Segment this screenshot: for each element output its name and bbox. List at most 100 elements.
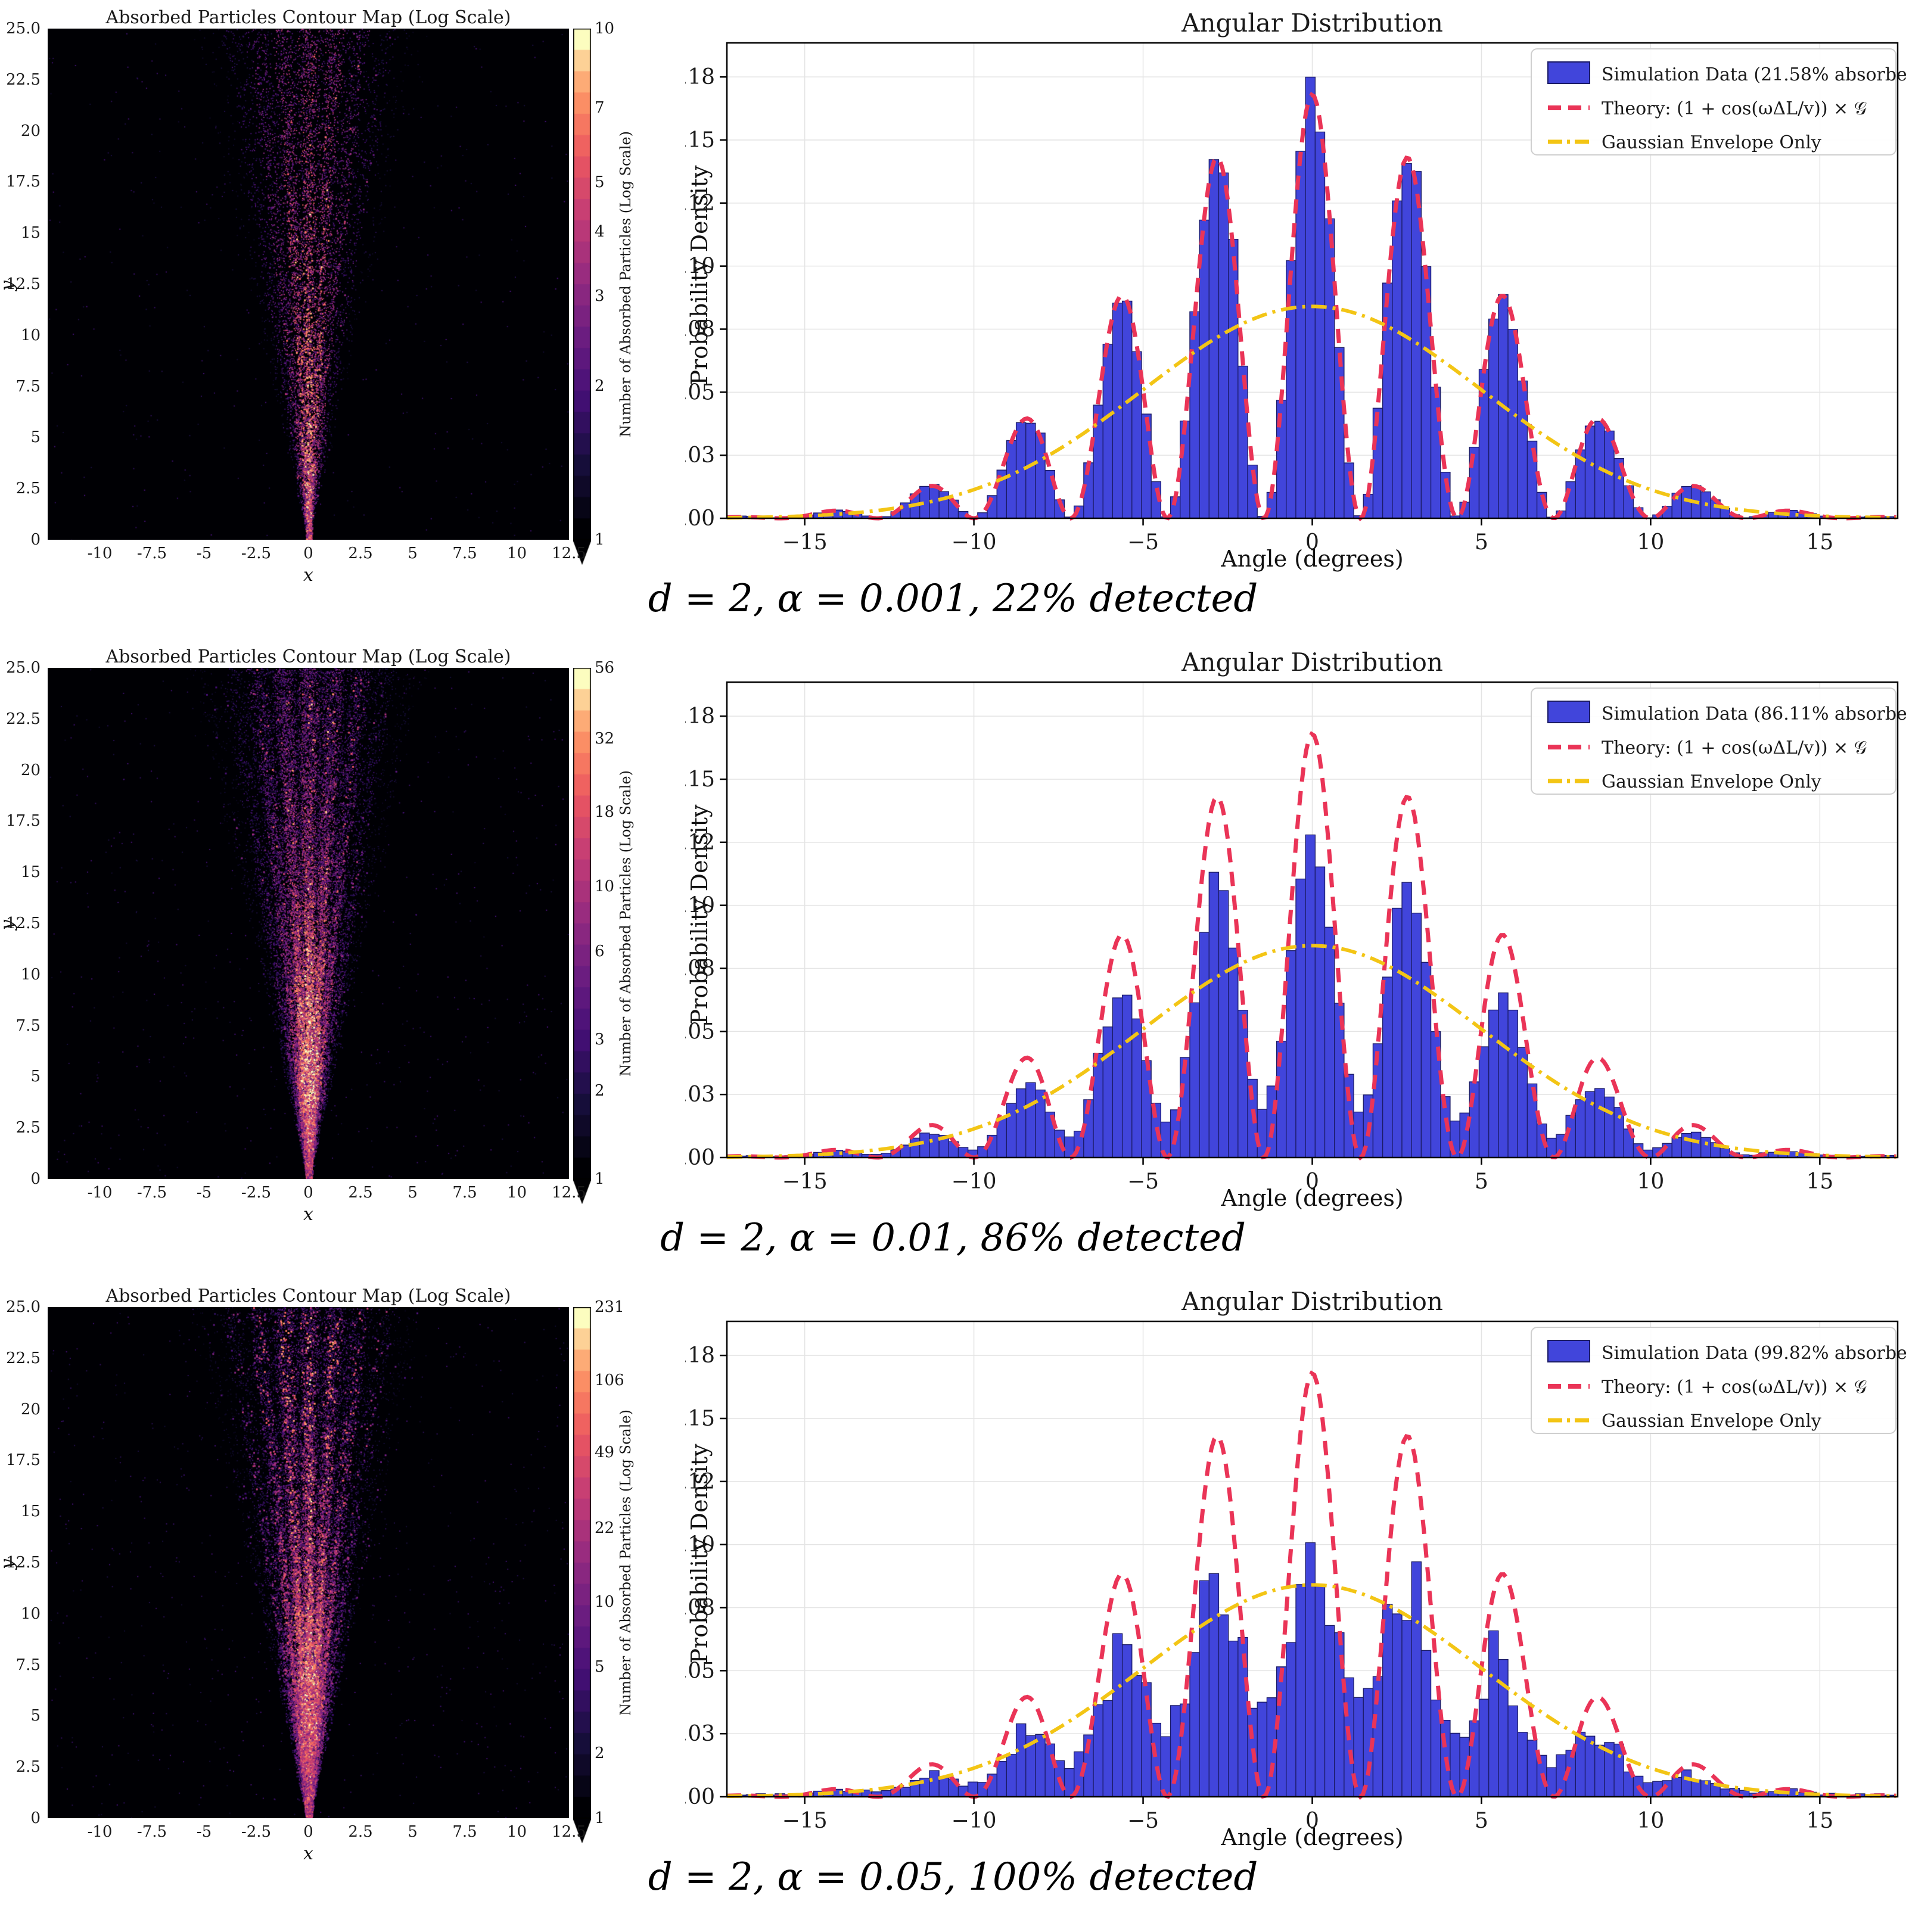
histogram-bar	[1681, 1133, 1692, 1158]
histogram-bar	[1556, 1754, 1566, 1797]
contour-map-title: Absorbed Particles Contour Map (Log Scal…	[105, 7, 511, 28]
legend-swatch-bars	[1547, 61, 1590, 84]
histogram-bar	[1710, 1783, 1721, 1797]
contour-ytick-label: 20	[20, 1400, 41, 1418]
histogram-bar	[1700, 1137, 1711, 1158]
histogram-bar	[1749, 516, 1759, 519]
colorbar-tick-label: 2	[595, 1082, 605, 1100]
histogram-bar	[1257, 1109, 1268, 1158]
histogram-bar	[1074, 1751, 1084, 1797]
histogram-ytick-label: 0.10	[685, 254, 715, 279]
histogram-xtick-label: −5	[1127, 1169, 1159, 1194]
gaussian-envelope-curve	[727, 944, 1896, 1159]
histogram-bar	[890, 1787, 901, 1797]
histogram-bar	[948, 1141, 959, 1158]
histogram-bar	[987, 1134, 997, 1158]
histogram-bar	[1344, 1677, 1354, 1797]
contour-ytick-label: 15	[20, 224, 41, 242]
histogram-bar	[1015, 1088, 1027, 1158]
histogram-xtick-label: 15	[1806, 1809, 1833, 1833]
histogram-bar	[871, 1154, 882, 1158]
histogram-ytick-label: 0.12	[685, 830, 715, 855]
histogram-bar	[1372, 407, 1383, 519]
histogram-ytick-label: 0.00	[685, 506, 715, 531]
histogram-bar	[851, 1790, 863, 1797]
histogram-bar	[1584, 425, 1596, 519]
colorbar	[573, 1307, 591, 1843]
histogram-xtick-label: 5	[1475, 1169, 1488, 1194]
histogram-bar	[851, 513, 863, 519]
histogram-bar	[967, 1149, 978, 1158]
colorbar	[573, 668, 591, 1204]
histogram-bar	[1469, 1081, 1480, 1158]
legend-box	[1531, 1327, 1896, 1434]
histogram-bar	[1623, 1128, 1634, 1158]
histogram-bar	[1826, 1155, 1837, 1158]
contour-xtick-label: 5	[408, 1823, 418, 1841]
histogram-bar	[1536, 1123, 1547, 1158]
histogram-bar	[1295, 151, 1306, 519]
histogram-bar	[1208, 1573, 1220, 1797]
histogram-bar	[1314, 1585, 1326, 1797]
histogram-bar	[1353, 515, 1364, 519]
contour-map-panel: Absorbed Particles Contour Map (Log Scal…	[0, 0, 1906, 654]
histogram-bar	[1093, 1704, 1103, 1797]
colorbar-tick-label: 6	[595, 942, 605, 961]
histogram-bar	[909, 1137, 921, 1158]
histogram-bar	[1874, 1793, 1885, 1797]
histogram-bar	[1864, 1155, 1875, 1158]
histogram-bar	[1102, 344, 1114, 519]
histogram-bar	[929, 1770, 940, 1797]
histogram-bar	[765, 1794, 776, 1797]
histogram-bar	[1796, 1792, 1808, 1797]
histogram-bar	[1199, 219, 1209, 519]
contour-ytick-label: 25.0	[6, 20, 41, 38]
plot-element	[726, 1320, 1899, 1798]
histogram-bar	[861, 1154, 872, 1158]
histogram-bar	[1700, 491, 1711, 519]
histogram-bar	[1874, 1155, 1885, 1158]
colorbar-tick-label: 7	[595, 98, 605, 117]
histogram-bar	[1710, 1142, 1721, 1158]
histogram-bar	[1488, 1630, 1499, 1797]
histogram-bar	[1372, 1676, 1383, 1797]
histogram-bar	[1237, 365, 1248, 519]
legend-label: Simulation Data (86.11% absorbed)	[1602, 704, 1906, 724]
colorbar-tick-label: 49	[595, 1443, 615, 1462]
histogram-bar	[1720, 1788, 1730, 1797]
histogram-ytick-label: 0.08	[685, 317, 715, 341]
histogram-bar	[745, 1794, 757, 1797]
histogram-bar	[1450, 1732, 1460, 1797]
histogram-bar	[1314, 866, 1326, 1158]
histogram-bar	[1102, 1700, 1114, 1797]
histogram-bar	[1507, 329, 1518, 519]
legend-swatch-bars	[1547, 701, 1590, 723]
histogram-bar	[1690, 485, 1702, 519]
histogram-bar	[1344, 462, 1354, 519]
histogram-yaxis-label: Probability Density	[686, 165, 713, 385]
histogram-bar	[909, 1779, 921, 1797]
histogram-bar	[977, 1146, 988, 1158]
histogram-bar	[1604, 430, 1615, 519]
contour-ytick-label: 10	[20, 965, 41, 984]
histogram-bar	[1218, 1614, 1229, 1797]
histogram-bar	[1392, 907, 1403, 1158]
histogram-ytick-label: 0.03	[685, 1082, 715, 1107]
histogram-bar	[1758, 1152, 1769, 1158]
histogram-bar	[1623, 1771, 1634, 1797]
colorbar-tick-label: 22	[595, 1519, 615, 1537]
legend-label: Simulation Data (21.58% absorbed)	[1602, 64, 1906, 85]
contour-ytick-label: 17.5	[6, 173, 41, 191]
contour-ytick-label: 10	[20, 326, 41, 344]
histogram-bar	[938, 1777, 949, 1797]
contour-map-panel: Absorbed Particles Contour Map (Log Scal…	[0, 1278, 1906, 1932]
figure-row-2: Absorbed Particles Contour Map (Log Scal…	[0, 639, 1906, 1293]
histogram-bar	[794, 515, 805, 519]
histogram-xaxis-label: Angle (degrees)	[1221, 1185, 1404, 1211]
histogram-bar	[1739, 1790, 1750, 1797]
histogram-bar	[1401, 1620, 1412, 1797]
histogram-ytick-label: 0.00	[685, 1146, 715, 1170]
histogram-xtick-label: 5	[1475, 530, 1488, 555]
histogram-bar	[1633, 1143, 1644, 1158]
histogram-bar	[1777, 1789, 1789, 1797]
